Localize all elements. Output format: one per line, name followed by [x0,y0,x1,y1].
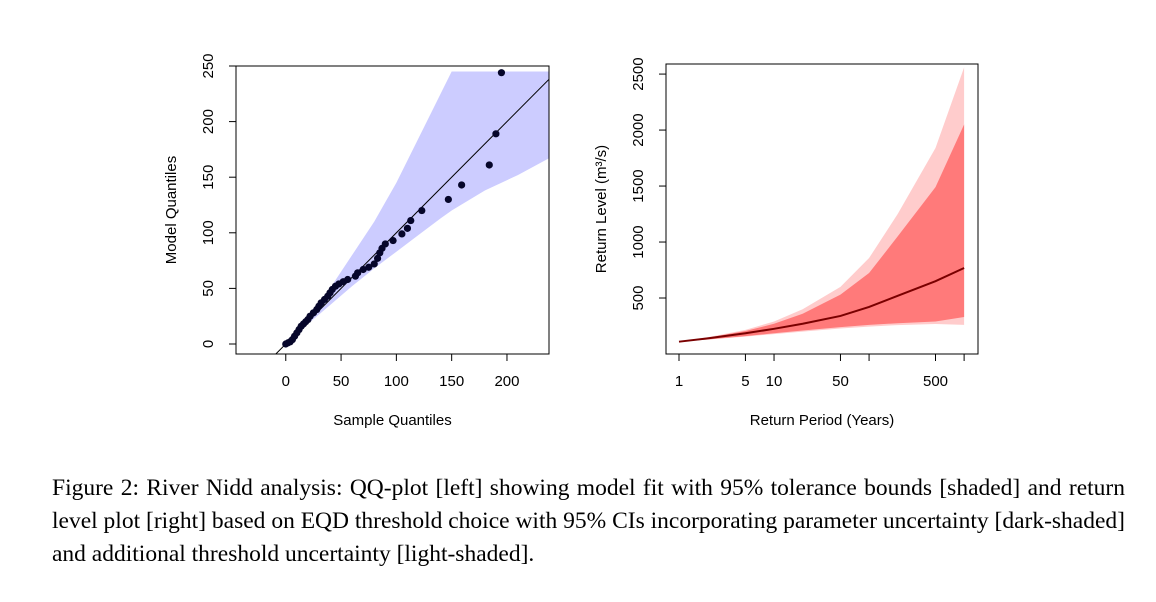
point [444,195,452,204]
y-tick-label: 1500 [630,169,647,202]
y-tick-label: 150 [200,165,217,190]
x-tick-label: 0 [282,373,290,390]
plot-frame [665,63,979,355]
y-tick-label: 100 [200,220,217,245]
x-tick-label: 50 [333,373,350,390]
x-tick-label: 1 [675,373,683,390]
y-tick-label: 0 [200,340,217,348]
point [485,161,493,169]
plot-area [678,67,965,343]
y-tick-label: 1000 [630,225,647,258]
point [389,236,397,245]
band [285,71,549,344]
band [678,124,965,342]
point [497,69,506,77]
y-tick-label: 250 [200,53,217,78]
caption: Figure 2: River Nidd analysis: QQ-plot [… [52,475,1125,567]
point [407,216,415,225]
x-tick-label: 150 [439,373,464,390]
x-tick-label: 10 [766,373,783,390]
point [418,206,426,215]
y-tick-label: 50 [200,280,217,297]
y-tick-label: 2500 [630,57,647,90]
x-tick-label: 5 [741,373,749,390]
point [365,263,373,271]
plot-area [275,69,549,354]
y-axis-label: Return Level (m³/s) [593,145,610,273]
plot-frame [235,65,550,355]
y-tick-label: 2000 [630,113,647,146]
point [344,275,352,284]
point [403,224,412,232]
x-tick-label: 100 [384,373,409,390]
x-tick-label: 500 [923,373,948,390]
y-tick-label: 200 [200,109,217,134]
point [354,269,362,277]
x-axis-label: Sample Quantiles [333,412,451,429]
y-axis-label: Model Quantiles [163,156,180,264]
point [492,130,500,138]
point [359,265,367,274]
point [458,181,466,189]
x-tick-label: 50 [832,373,849,390]
point [398,230,406,238]
line [678,267,965,343]
point [370,260,378,268]
x-axis-label: Return Period (Years) [750,412,895,429]
y-tick-label: 500 [630,285,647,310]
point [381,240,389,248]
point [373,254,382,262]
x-tick-label: 200 [494,373,519,390]
